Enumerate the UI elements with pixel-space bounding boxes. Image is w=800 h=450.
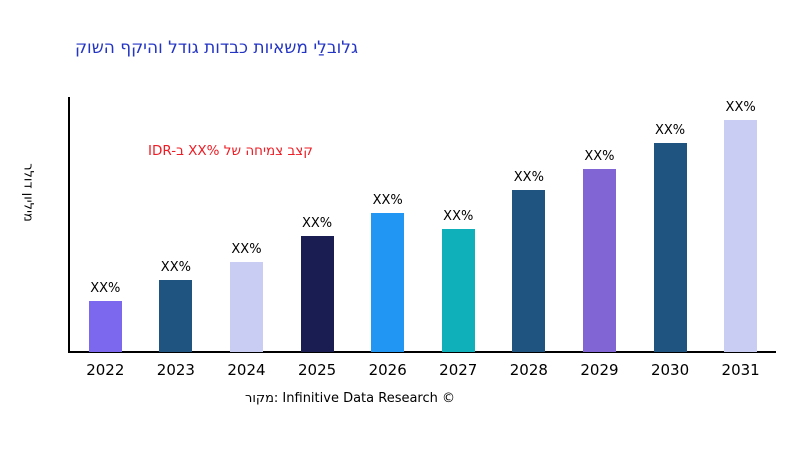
bar-2024 xyxy=(229,262,263,352)
bar-2026 xyxy=(371,213,405,352)
x-tick-label-2025: 2025 xyxy=(297,361,337,379)
bar-value-label: XX% xyxy=(90,281,121,296)
bar-group-2029: XX% 2029 xyxy=(564,97,635,380)
chart-title: קושה ףקיהו לדוג תודבכ תויאשמ ילַבולג xyxy=(75,38,358,58)
growth-rate-annotation: IDR-ב XX% לש החימצ בצק xyxy=(148,143,313,159)
bar-2022 xyxy=(88,301,122,352)
y-axis-label: רלוד ןוילימ xyxy=(20,163,36,222)
x-axis-line xyxy=(68,351,776,353)
bar-2029 xyxy=(582,169,616,352)
bar-value-label: XX% xyxy=(372,193,403,208)
bar-2028 xyxy=(512,190,546,352)
bar-group-2028: XX% 2028 xyxy=(494,97,565,380)
bar-value-label: XX% xyxy=(654,123,686,138)
bar-value-label: XX% xyxy=(513,170,544,185)
y-axis-line xyxy=(68,97,70,353)
bar-group-2027: XX% 2027 xyxy=(423,97,494,380)
x-tick-label-2031: 2031 xyxy=(721,361,760,379)
x-tick-label-2028: 2028 xyxy=(509,361,548,379)
x-tick-label-2030: 2030 xyxy=(650,361,690,379)
bar-group-2026: XX% 2026 xyxy=(352,97,423,380)
bar-2030 xyxy=(653,143,687,352)
x-tick-label-2027: 2027 xyxy=(439,361,478,379)
source-credit: רוקמ: Infinitive Data Research © xyxy=(244,391,456,406)
bar-value-label: XX% xyxy=(584,149,615,164)
bar-value-label: XX% xyxy=(443,209,474,224)
x-tick-label-2022: 2022 xyxy=(86,361,125,379)
bar-group-2025: XX% 2025 xyxy=(282,97,353,380)
bar-group-2022: XX% 2022 xyxy=(70,97,141,380)
bar-2027 xyxy=(441,229,475,352)
x-tick-label-2023: 2023 xyxy=(156,361,195,379)
bar-value-label: XX% xyxy=(725,100,756,115)
bar-group-2030: XX% 2030 xyxy=(635,97,706,380)
bar-2031 xyxy=(724,120,758,352)
bar-value-label: XX% xyxy=(160,260,191,275)
bar-value-label: XX% xyxy=(231,242,262,257)
bar-group-2023: XX% 2023 xyxy=(141,97,212,380)
bar-2025 xyxy=(300,236,334,352)
bar-group-2031: XX% 2031 xyxy=(705,97,776,380)
x-tick-label-2024: 2024 xyxy=(227,361,266,379)
bar-group-2024: XX% 2024 xyxy=(211,97,282,380)
x-tick-label-2029: 2029 xyxy=(580,361,619,379)
bar-2023 xyxy=(159,280,193,352)
bars-area: XX% 2022 XX% 2023 XX% 2024 XX% 2025 XX% 2026 XX% 20… xyxy=(70,97,776,380)
bar-value-label: XX% xyxy=(301,216,333,231)
x-tick-label-2026: 2026 xyxy=(368,361,407,379)
